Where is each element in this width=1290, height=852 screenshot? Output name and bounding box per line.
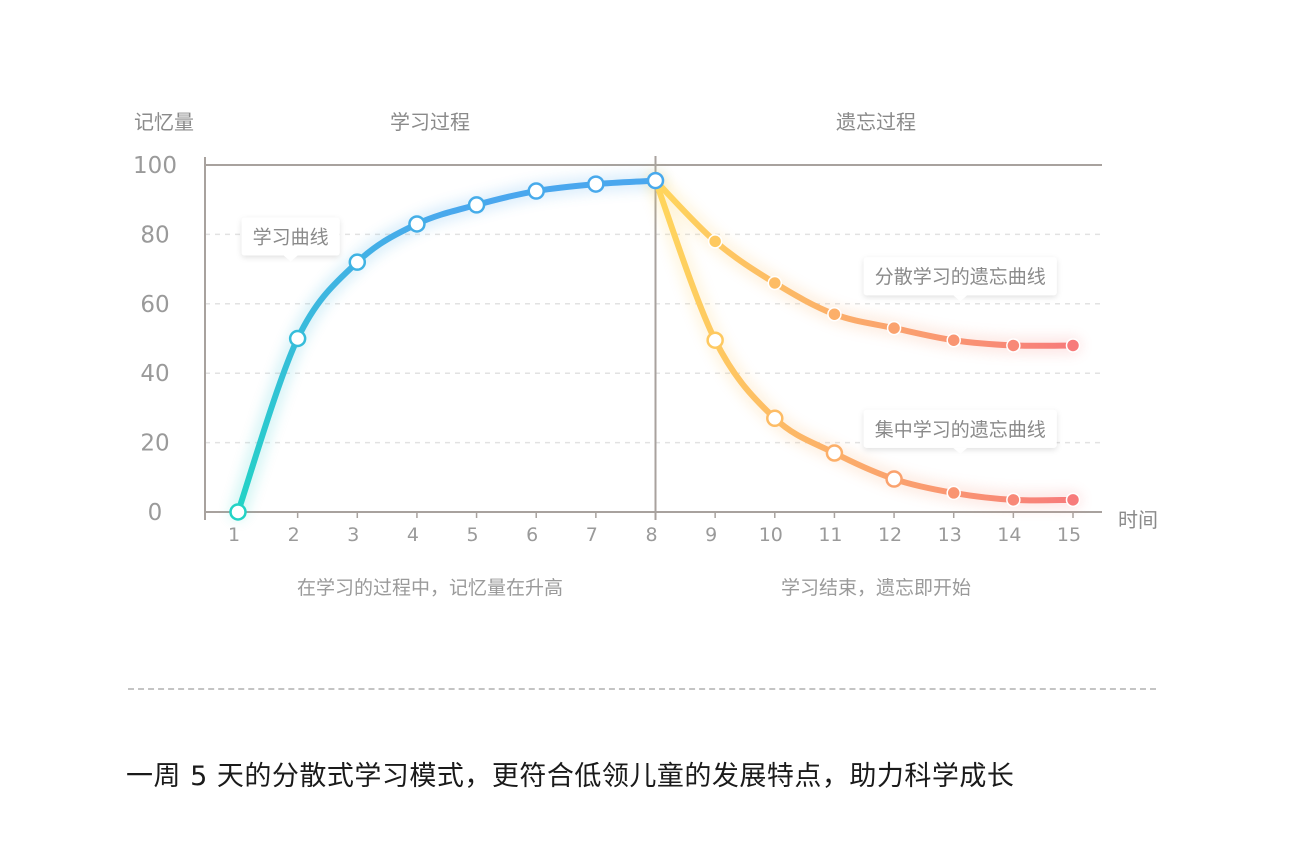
spaced-forgetting-point [827,306,842,322]
massed-forgetting-point [825,444,844,462]
forgetting-section-title: 遗忘过程 [836,110,916,134]
massed-forgetting-label-text: 集中学习的遗忘曲线 [875,419,1046,441]
slogan-text: 一周 5 天的分散式学习模式，更符合低领儿童的发展特点，助力科学成长 [126,761,1015,792]
x-tick-label: 4 [407,524,419,546]
spaced-forgetting-label-text: 分散学习的遗忘曲线 [875,266,1046,288]
y-tick-label: 40 [140,361,169,387]
learning-point [229,503,247,521]
spaced-forgetting-point [707,234,723,249]
learning-point [646,171,665,190]
x-tick-label: 3 [347,524,359,546]
x-tick-label: 8 [645,524,657,546]
spaced-forgetting-point [946,332,961,348]
x-tick-label: 1 [228,524,240,546]
massed-forgetting-point [1065,492,1081,508]
spaced-forgetting-point [1065,338,1081,353]
spaced-forgetting-point [886,320,902,336]
y-tick-label: 100 [133,153,177,179]
learning-point [467,196,486,214]
learning-point [288,329,307,348]
x-tick-label: 6 [526,524,538,546]
y-tick-label: 60 [140,292,169,318]
x-tick-label: 11 [818,524,842,546]
massed-forgetting-point [766,409,784,428]
massed-forgetting-label-box [863,409,1057,448]
x-tick-label: 12 [878,524,902,546]
x-tick-label: 9 [705,524,717,546]
spaced-forgetting-label-pointer [953,295,968,302]
spaced-forgetting-point [767,275,783,291]
massed-forgetting-point [885,470,903,488]
massed-forgetting-label-pointer [953,447,968,454]
learning-point [527,182,545,200]
x-tick-label: 13 [938,524,962,546]
learning-point [587,175,605,193]
spaced-forgetting-label-box [863,257,1057,296]
spaced-forgetting-point [1006,338,1021,353]
learning-section-title: 学习过程 [390,110,470,134]
x-tick-label: 15 [1057,524,1081,546]
learning-label-text: 学习曲线 [253,227,329,249]
x-tick-label: 7 [586,524,598,546]
learning-label-box [241,217,340,256]
learning-point [408,215,426,233]
data-points [229,171,1081,521]
learning-caption: 在学习的过程中，记忆量在升高 [297,577,563,599]
x-tick-label: 2 [288,524,300,546]
massed-forgetting-point [706,331,724,349]
learning-label-pointer [283,255,298,262]
y-axis-label: 记忆量 [134,110,194,134]
massed-forgetting-point [946,485,961,501]
y-tick-label: 20 [140,431,169,457]
forgetting-caption: 学习结束，遗忘即开始 [781,577,971,599]
dashed-divider [128,688,1156,690]
x-tick-label: 5 [467,524,479,546]
y-tick-label: 0 [148,500,163,526]
y-tick-label: 80 [140,222,169,248]
learning-point [348,253,367,271]
x-tick-label: 10 [759,524,783,546]
massed-forgetting-point [1006,492,1021,508]
x-axis-label: 时间 [1118,508,1158,532]
x-tick-label: 14 [997,524,1021,546]
